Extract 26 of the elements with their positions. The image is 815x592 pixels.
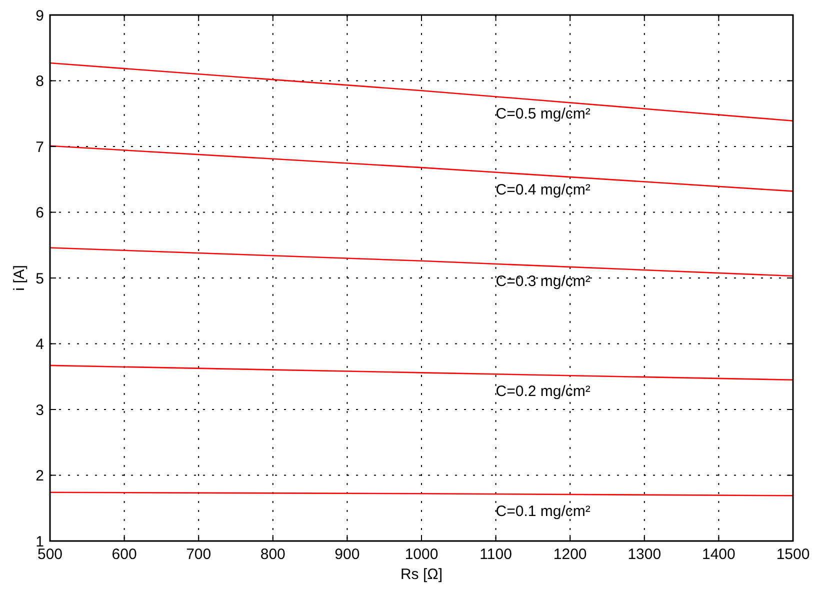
y-tick-label: 6	[36, 204, 44, 222]
y-axis-title: i [A]	[11, 265, 28, 291]
y-tick-label: 5	[36, 270, 44, 288]
x-tick-label: 1300	[628, 546, 662, 563]
x-tick-label: 1500	[776, 546, 810, 563]
x-tick-label: 1100	[480, 546, 512, 563]
x-tick-label: 800	[260, 546, 286, 563]
x-tick-label: 1400	[702, 546, 736, 563]
y-tick-label: 8	[36, 73, 44, 90]
x-tick-label: 600	[112, 546, 137, 563]
series-label: C=0.5 mg/cm²	[496, 106, 590, 123]
x-tick-label: 900	[334, 546, 360, 563]
y-tick-label: 3	[36, 402, 44, 419]
y-tick-label: 9	[36, 7, 44, 24]
series-label: C=0.3 mg/cm²	[496, 272, 590, 290]
y-tick-label: 7	[36, 138, 44, 156]
series-label: C=0.1 mg/cm²	[496, 503, 590, 520]
y-tick-label: 2	[36, 468, 44, 484]
series-label: C=0.2 mg/cm²	[496, 383, 590, 400]
x-axis-title: Rs [Ω]	[400, 566, 443, 583]
x-tick-label: 1000	[404, 546, 438, 563]
series-label: C=0.4 mg/cm²	[496, 181, 590, 198]
x-tick-label: 1200	[553, 546, 587, 563]
x-tick-label: 700	[186, 546, 212, 563]
x-tick-label: 500	[37, 546, 63, 563]
y-tick-label: 4	[36, 336, 44, 353]
